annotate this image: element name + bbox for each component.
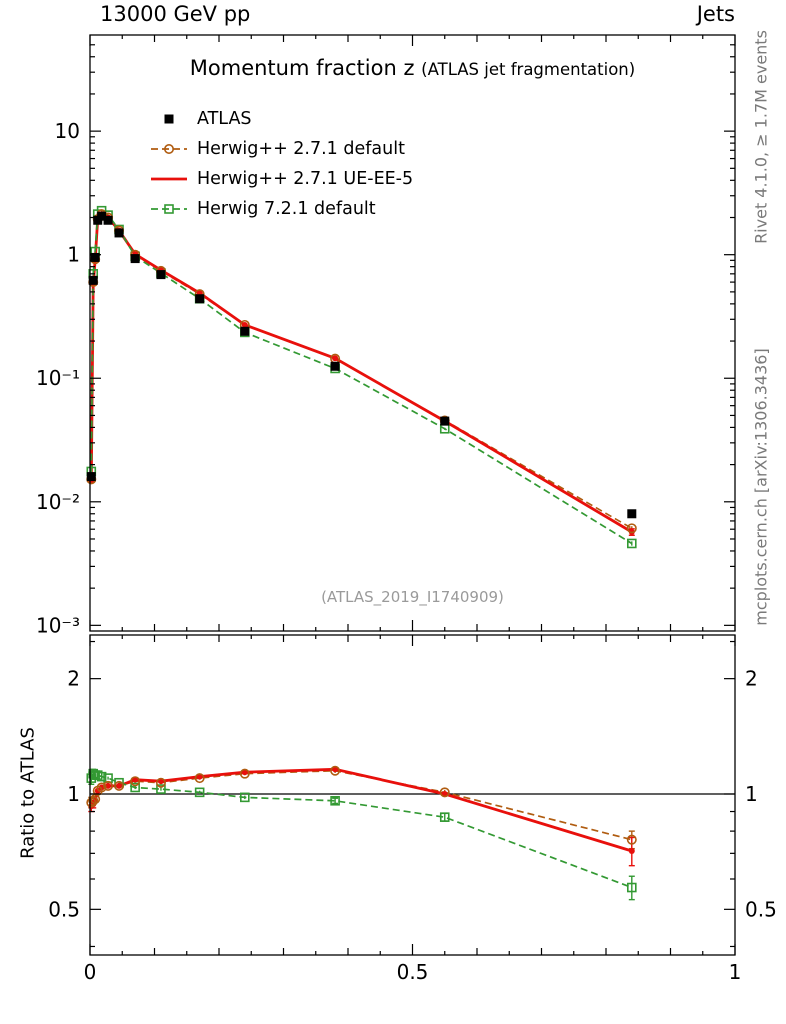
main-y-tick-label: 10 bbox=[55, 119, 80, 143]
marker-open-circle bbox=[626, 834, 637, 845]
ratio-axis-label: Ratio to ATLAS bbox=[17, 727, 39, 859]
series-line-herwig-2-7-1-default-main bbox=[90, 213, 633, 530]
marker-open-square bbox=[626, 538, 637, 549]
legend-item-herwigpp-default: Herwig++ 2.7.1 default bbox=[150, 134, 413, 164]
main-y-tick-label: 10⁻² bbox=[36, 490, 80, 514]
marker-filled-circle bbox=[196, 773, 203, 780]
tick-labels: 10 1 10⁻¹ 10⁻² 10⁻³ 2 2 1 1 0.5 0.5 0 0.5 1 bbox=[36, 119, 777, 984]
ratio-y-tick-label-right: 1 bbox=[745, 782, 758, 806]
marker-filled-square bbox=[86, 472, 96, 482]
ticks bbox=[89, 35, 736, 955]
marker-filled-circle bbox=[332, 766, 339, 773]
marker-open-square bbox=[194, 787, 205, 798]
marker-filled-square bbox=[130, 254, 140, 264]
plot-title-main: Momentum fraction z bbox=[189, 56, 415, 80]
beam-energy-label: 13000 GeV pp bbox=[100, 2, 251, 26]
marker-filled-circle bbox=[241, 321, 248, 328]
marker-filled-square bbox=[240, 326, 250, 336]
marker-filled-circle bbox=[116, 782, 123, 789]
marker-open-square bbox=[240, 792, 250, 803]
marker-open-circle bbox=[114, 780, 125, 791]
marker-open-circle bbox=[88, 795, 99, 806]
marker-open-square bbox=[330, 795, 340, 806]
process-label: Jets bbox=[696, 2, 735, 26]
main-y-tick-label: 1 bbox=[67, 243, 80, 267]
main-y-tick-label: 10⁻³ bbox=[36, 613, 80, 637]
marker-open-circle bbox=[626, 523, 637, 534]
marker-filled-square bbox=[440, 416, 450, 426]
marker-open-circle bbox=[194, 773, 205, 784]
ratio-y-tick-label-left: 0.5 bbox=[48, 897, 80, 921]
series-line-herwig-7-2-1-default-ratio bbox=[90, 772, 633, 889]
marker-open-square bbox=[626, 882, 637, 893]
marker-filled-square bbox=[164, 114, 174, 124]
marker-open-circle bbox=[130, 776, 141, 787]
marker-open-circle bbox=[96, 782, 107, 793]
analysis-id-watermark: (ATLAS_2019_I1740909) bbox=[321, 588, 504, 606]
marker-open-circle bbox=[439, 787, 450, 798]
marker-open-circle bbox=[164, 144, 174, 154]
marker-open-square bbox=[439, 812, 450, 822]
legend-label-atlas: ATLAS bbox=[197, 109, 252, 129]
marker-filled-square bbox=[90, 252, 100, 262]
marker-filled-square bbox=[330, 361, 340, 371]
series bbox=[88, 209, 635, 901]
legend-marker-herwigpp-default bbox=[150, 138, 188, 160]
legend-marker-atlas bbox=[150, 108, 188, 130]
markers bbox=[86, 205, 637, 893]
marker-filled-square bbox=[156, 270, 166, 280]
plot-title: Momentum fraction z (ATLAS jet fragmenta… bbox=[90, 56, 735, 80]
marker-filled-square bbox=[97, 211, 107, 221]
main-y-tick-label: 10⁻¹ bbox=[36, 366, 80, 390]
marker-filled-square bbox=[103, 215, 113, 225]
open-square-icon bbox=[151, 204, 187, 214]
series-line-herwig-2-7-1-ue-ee-5-main bbox=[89, 212, 633, 534]
marker-filled-square bbox=[88, 275, 98, 285]
filled-square-icon bbox=[164, 114, 174, 124]
marker-filled-circle bbox=[628, 847, 635, 854]
x-tick-label: 0.5 bbox=[397, 960, 429, 984]
marker-filled-circle bbox=[332, 355, 339, 362]
ratio-y-tick-label-left: 1 bbox=[67, 782, 80, 806]
marker-open-circle bbox=[239, 768, 250, 779]
marker-filled-square bbox=[627, 509, 637, 519]
ratio-y-tick-label-right: 0.5 bbox=[745, 897, 777, 921]
marker-open-square bbox=[156, 784, 166, 794]
ratio-panel-border bbox=[89, 634, 736, 956]
marker-filled-circle bbox=[157, 778, 164, 785]
mcplots-citation-note: mcplots.cern.ch [arXiv:1306.3436] bbox=[751, 348, 771, 626]
marker-filled-circle bbox=[241, 769, 248, 776]
marker-open-circle bbox=[155, 777, 166, 788]
legend: ATLAS Herwig++ 2.7.1 default Herwig++ 2.… bbox=[150, 104, 413, 224]
marker-open-square bbox=[130, 782, 140, 793]
marker-filled-square bbox=[114, 228, 124, 238]
plot-title-qualifier: (ATLAS jet fragmentation) bbox=[421, 60, 636, 79]
x-tick-label: 0 bbox=[84, 960, 97, 984]
legend-label-herwig7-default: Herwig 7.2.1 default bbox=[197, 199, 376, 219]
marker-open-square bbox=[164, 204, 174, 214]
ratio-y-tick-label-left: 2 bbox=[67, 667, 80, 691]
legend-item-herwigpp-ueee5: Herwig++ 2.7.1 UE-EE-5 bbox=[150, 164, 413, 194]
legend-label-herwigpp-ueee5: Herwig++ 2.7.1 UE-EE-5 bbox=[197, 169, 414, 189]
marker-filled-square bbox=[195, 294, 205, 304]
marker-open-circle bbox=[103, 780, 114, 791]
legend-marker-herwigpp-ueee5 bbox=[150, 168, 188, 190]
ratio-y-tick-label-right: 2 bbox=[745, 667, 758, 691]
marker-filled-circle bbox=[132, 776, 139, 783]
marker-open-circle bbox=[330, 765, 341, 776]
legend-marker-herwig7-default bbox=[150, 198, 188, 220]
legend-item-atlas: ATLAS bbox=[150, 104, 413, 134]
open-circle-icon bbox=[151, 144, 187, 154]
marker-open-square bbox=[96, 771, 107, 782]
rivet-version-note: Rivet 4.1.0, ≥ 1.7M events bbox=[751, 30, 771, 244]
filled-circle-icon bbox=[151, 177, 187, 181]
series-line-herwig-7-2-1-default-main bbox=[90, 209, 633, 545]
marker-filled-circle bbox=[441, 790, 448, 797]
legend-label-herwigpp-default: Herwig++ 2.7.1 default bbox=[197, 139, 405, 159]
x-tick-label: 1 bbox=[729, 960, 742, 984]
legend-item-herwig7-default: Herwig 7.2.1 default bbox=[150, 194, 413, 224]
